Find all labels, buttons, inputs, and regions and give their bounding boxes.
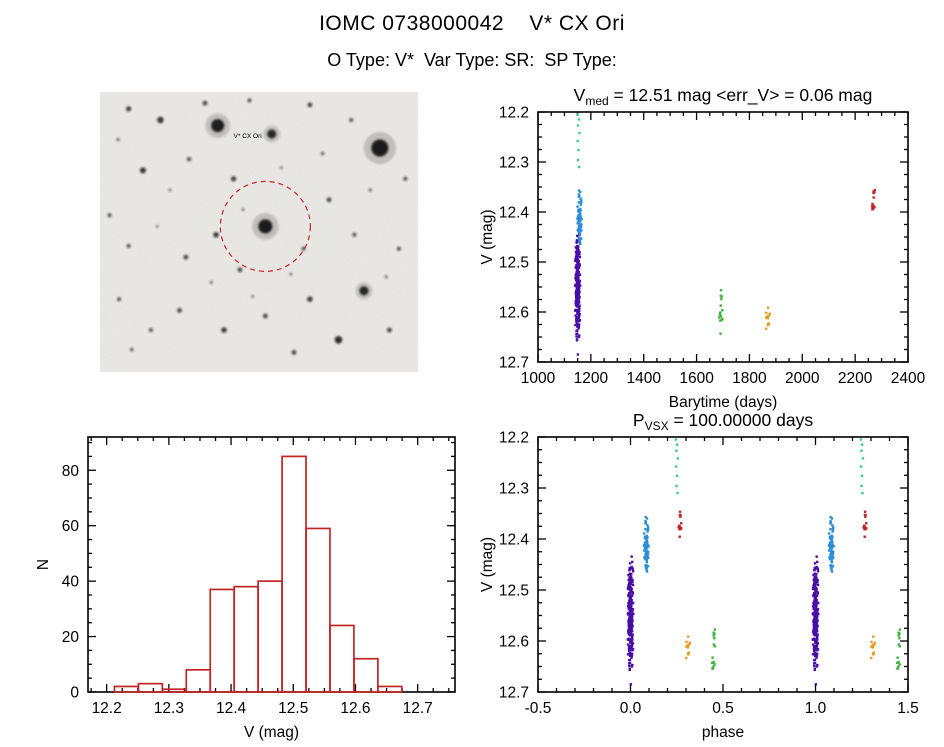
svg-text:2400: 2400 — [891, 370, 926, 387]
svg-text:12.2: 12.2 — [92, 700, 122, 717]
svg-text:Barytime (days): Barytime (days) — [669, 394, 778, 411]
svg-text:60: 60 — [62, 518, 80, 535]
svg-text:12.3: 12.3 — [499, 155, 529, 172]
svg-text:80: 80 — [62, 463, 80, 480]
svg-text:V (mag): V (mag) — [479, 537, 496, 592]
svg-text:12.7: 12.7 — [403, 700, 433, 717]
svg-text:12.7: 12.7 — [499, 685, 529, 702]
svg-text:12.3: 12.3 — [499, 481, 529, 498]
svg-text:12.5: 12.5 — [278, 700, 308, 717]
svg-text:12.6: 12.6 — [340, 700, 370, 717]
svg-text:phase: phase — [702, 724, 744, 741]
histogram-chart: 12.2 12.3 12.4 12.5 12.6 12.7 0 20 40 60 80 V (mag)… — [35, 436, 456, 741]
lightcurve-panel: 1000 1200 1400 1600 1800 2000 2200 2400 12.2 12.3… — [470, 82, 930, 427]
svg-text:12.5: 12.5 — [499, 583, 529, 600]
svg-text:N: N — [35, 559, 52, 570]
svg-text:PVSX = 100.00000 days: PVSX = 100.00000 days — [633, 410, 813, 433]
svg-text:1200: 1200 — [574, 370, 609, 387]
target-circle — [219, 180, 311, 272]
svg-text:12.4: 12.4 — [499, 205, 530, 222]
svg-text:12.2: 12.2 — [499, 430, 529, 447]
svg-text:1000: 1000 — [521, 370, 556, 387]
svg-text:12.2: 12.2 — [499, 105, 529, 122]
finder-chart-image: V* CX Ori — [100, 92, 418, 377]
svg-text:12.7: 12.7 — [499, 355, 529, 372]
finder-chart-svg: V* CX Ori — [100, 92, 418, 372]
svg-text:0: 0 — [70, 685, 79, 702]
svg-text:1600: 1600 — [679, 370, 714, 387]
svg-text:V (mag): V (mag) — [479, 209, 496, 264]
svg-text:12.4: 12.4 — [216, 700, 247, 717]
svg-text:1400: 1400 — [626, 370, 661, 387]
svg-text:-0.5: -0.5 — [525, 700, 552, 717]
svg-text:2200: 2200 — [838, 370, 873, 387]
svg-text:1.0: 1.0 — [805, 700, 827, 717]
svg-text:12.6: 12.6 — [499, 305, 529, 322]
svg-text:2000: 2000 — [785, 370, 820, 387]
svg-text:12.3: 12.3 — [154, 700, 184, 717]
magnitude-histogram-panel: 12.2 12.3 12.4 12.5 12.6 12.7 0 20 40 60 80 V (mag)… — [30, 408, 470, 747]
svg-text:Vmed = 12.51 mag <err_V> = 0.: Vmed = 12.51 mag <err_V> = 0.06 mag — [574, 85, 873, 108]
svg-text:12.5: 12.5 — [499, 255, 529, 272]
svg-text:12.6: 12.6 — [499, 634, 529, 651]
svg-text:0.5: 0.5 — [712, 700, 734, 717]
page-title: IOMC 0738000042 V* CX Ori — [319, 12, 625, 35]
svg-text:20: 20 — [62, 629, 80, 646]
svg-text:40: 40 — [62, 574, 80, 591]
svg-text:12.4: 12.4 — [499, 532, 530, 549]
target-label: V* CX Ori — [234, 133, 262, 140]
phase-folded-panel: -0.5 0.0 0.5 1.0 1.5 12.2 12.3 12.4 12.5 12.6 12.7… — [470, 408, 930, 747]
svg-text:V (mag): V (mag) — [244, 724, 299, 741]
lightcurve-chart: 1000 1200 1400 1600 1800 2000 2200 2400 12.2 12.3… — [479, 85, 926, 411]
page-subtitle: O Type: V* Var Type: SR: SP Type: — [327, 50, 617, 70]
phase-chart: -0.5 0.0 0.5 1.0 1.5 12.2 12.3 12.4 12.5 12.6 12.7… — [479, 410, 919, 741]
svg-text:0.0: 0.0 — [620, 700, 642, 717]
svg-text:1800: 1800 — [732, 370, 767, 387]
svg-text:1.5: 1.5 — [897, 700, 919, 717]
